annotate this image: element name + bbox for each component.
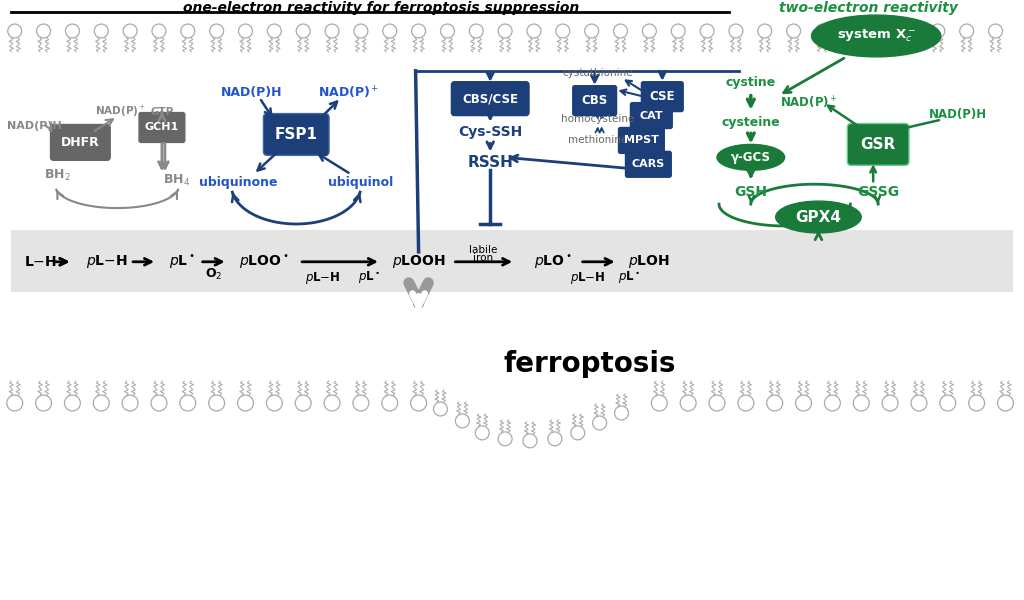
- Text: $p$L$^\bullet$: $p$L$^\bullet$: [618, 269, 641, 286]
- Text: one-electron reactivity for ferroptosis suppression: one-electron reactivity for ferroptosis …: [182, 1, 579, 15]
- Text: NAD(P)H: NAD(P)H: [7, 121, 62, 131]
- Text: ubiquinol: ubiquinol: [329, 176, 393, 189]
- Text: NAD(P)$^+$: NAD(P)$^+$: [779, 94, 838, 111]
- Text: cystine: cystine: [726, 76, 776, 89]
- Text: MPST: MPST: [624, 136, 658, 145]
- Text: $p$L$^\bullet$: $p$L$^\bullet$: [169, 253, 195, 271]
- Text: CARS: CARS: [632, 159, 665, 169]
- Text: NAD(P)H: NAD(P)H: [221, 86, 283, 99]
- FancyBboxPatch shape: [452, 82, 529, 116]
- Bar: [10, 230, 1014, 292]
- Text: DHFR: DHFR: [61, 136, 99, 149]
- Text: methionine: methionine: [568, 136, 628, 145]
- Text: FSP1: FSP1: [274, 127, 317, 142]
- Text: BH$_4$: BH$_4$: [163, 173, 190, 188]
- FancyBboxPatch shape: [618, 127, 665, 154]
- FancyBboxPatch shape: [631, 103, 672, 128]
- Text: $p$L$-$H: $p$L$-$H: [570, 270, 605, 286]
- FancyBboxPatch shape: [572, 86, 616, 116]
- Ellipse shape: [717, 145, 784, 170]
- Text: GSH: GSH: [734, 185, 767, 199]
- Text: $p$L$^\bullet$: $p$L$^\bullet$: [357, 269, 380, 286]
- FancyBboxPatch shape: [139, 113, 184, 142]
- Text: RSSH: RSSH: [467, 155, 513, 170]
- Text: CAT: CAT: [640, 110, 664, 121]
- Text: GSSG: GSSG: [857, 185, 899, 199]
- Text: $p$L$-$H: $p$L$-$H: [86, 253, 128, 270]
- Text: γ-GCS: γ-GCS: [731, 151, 771, 164]
- Text: L$-$H: L$-$H: [25, 255, 57, 269]
- Text: $p$L$-$H: $p$L$-$H: [305, 270, 341, 286]
- FancyBboxPatch shape: [263, 113, 329, 155]
- Text: two-electron reactivity: two-electron reactivity: [779, 1, 957, 15]
- Text: CSE: CSE: [649, 90, 675, 103]
- Text: ferroptosis: ferroptosis: [504, 350, 676, 378]
- Text: $p$LOH: $p$LOH: [629, 253, 671, 270]
- Ellipse shape: [776, 201, 861, 233]
- Text: CBS/CSE: CBS/CSE: [462, 92, 518, 105]
- Text: $p$LO$^\bullet$: $p$LO$^\bullet$: [534, 253, 571, 271]
- Text: system X$_c^-$: system X$_c^-$: [837, 28, 915, 44]
- Ellipse shape: [811, 15, 941, 57]
- FancyBboxPatch shape: [641, 82, 683, 112]
- Text: cysteine: cysteine: [722, 116, 780, 129]
- Text: NAD(P)$^+$: NAD(P)$^+$: [94, 104, 145, 119]
- FancyBboxPatch shape: [626, 151, 672, 177]
- Text: cystathionine: cystathionine: [562, 68, 633, 78]
- Text: GPX4: GPX4: [796, 209, 842, 224]
- Text: CBS: CBS: [582, 94, 608, 107]
- Text: NAD(P)H: NAD(P)H: [929, 108, 987, 121]
- Text: GSR: GSR: [860, 137, 896, 152]
- Text: $p$LOO$^\bullet$: $p$LOO$^\bullet$: [239, 253, 289, 271]
- Text: iron: iron: [473, 253, 494, 263]
- Text: GCH1: GCH1: [144, 122, 179, 133]
- FancyBboxPatch shape: [847, 124, 909, 165]
- Text: O$_2$: O$_2$: [205, 267, 222, 282]
- Text: NAD(P)$^+$: NAD(P)$^+$: [318, 85, 380, 101]
- FancyBboxPatch shape: [50, 125, 111, 160]
- Text: labile: labile: [469, 245, 498, 255]
- Text: GTP: GTP: [151, 107, 173, 116]
- Text: $p$LOOH: $p$LOOH: [392, 253, 445, 270]
- Text: homocysteine: homocysteine: [561, 113, 634, 124]
- Text: ubiquinone: ubiquinone: [200, 176, 278, 189]
- Text: Cys-SSH: Cys-SSH: [458, 125, 522, 139]
- Text: BH$_2$: BH$_2$: [44, 167, 71, 183]
